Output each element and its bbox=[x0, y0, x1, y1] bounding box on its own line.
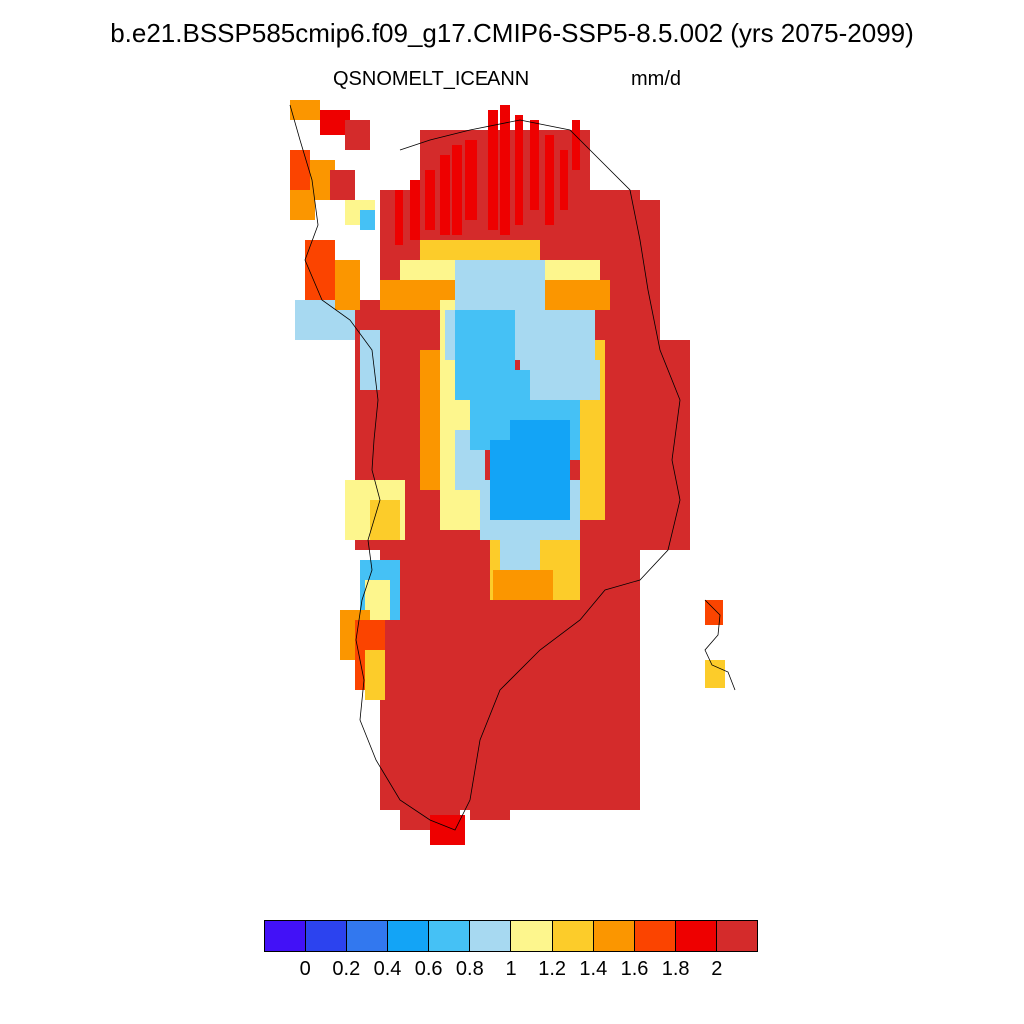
melt-cell bbox=[290, 190, 315, 220]
melt-cell bbox=[335, 260, 360, 310]
colorbar-swatch bbox=[265, 921, 307, 951]
colorbar-swatch bbox=[634, 921, 676, 951]
colorbar-tick-label: 1.8 bbox=[661, 958, 690, 980]
colorbar-swatch bbox=[511, 921, 553, 951]
melt-cell bbox=[640, 340, 690, 550]
melt-cell bbox=[425, 170, 435, 230]
melt-cell bbox=[345, 120, 370, 150]
colorbar-swatch bbox=[388, 921, 430, 951]
melt-cell bbox=[493, 570, 553, 600]
melt-cell bbox=[705, 660, 725, 688]
melt-cell bbox=[465, 140, 477, 220]
colorbar-swatch bbox=[716, 921, 757, 951]
melt-cell bbox=[545, 135, 554, 225]
colorbar-tick-label: 0 bbox=[299, 958, 311, 980]
melt-cell bbox=[360, 210, 375, 230]
melt-cell bbox=[520, 360, 600, 400]
melt-cells bbox=[290, 100, 725, 845]
melt-cell bbox=[488, 110, 498, 230]
melt-cell bbox=[705, 600, 723, 625]
melt-cell bbox=[360, 330, 380, 390]
melt-cell bbox=[500, 105, 510, 235]
colorbar-swatch bbox=[429, 921, 471, 951]
melt-cell bbox=[572, 120, 580, 170]
colorbar-tick-label: 0.2 bbox=[332, 958, 361, 980]
season-label: ANN bbox=[487, 68, 530, 90]
plot-title: b.e21.BSSP585cmip6.f09_g17.CMIP6-SSP5-8.… bbox=[110, 18, 914, 48]
coastline-island bbox=[704, 599, 736, 691]
melt-cell bbox=[452, 145, 462, 235]
melt-cell bbox=[305, 240, 335, 300]
colorbar bbox=[264, 920, 758, 952]
melt-cell bbox=[410, 180, 420, 240]
variable-label: QSNOMELT_ICE bbox=[333, 68, 489, 90]
colorbar-tick-label: 0.6 bbox=[414, 958, 443, 980]
colorbar-tick-label: 0.4 bbox=[373, 958, 402, 980]
coastline bbox=[289, 104, 736, 831]
melt-cell bbox=[420, 350, 440, 490]
melt-cell bbox=[290, 150, 310, 190]
melt-cell bbox=[290, 100, 320, 120]
melt-cell bbox=[500, 540, 540, 570]
melt-cell bbox=[395, 190, 403, 245]
colorbar-swatch bbox=[593, 921, 635, 951]
melt-cell bbox=[560, 150, 568, 210]
colorbar-tick-label: 2 bbox=[711, 958, 723, 980]
melt-cell bbox=[530, 460, 560, 500]
melt-cell bbox=[440, 155, 450, 235]
melt-cell bbox=[470, 700, 510, 820]
coastline-west bbox=[289, 104, 681, 831]
colorbar-swatch bbox=[552, 921, 594, 951]
colorbar-swatch bbox=[306, 921, 348, 951]
colorbar-tick-label: 1 bbox=[505, 958, 517, 980]
melt-cell bbox=[430, 815, 465, 845]
colorbar-swatch bbox=[470, 921, 512, 951]
colorbar-tick-label: 0.8 bbox=[455, 958, 484, 980]
melt-cell bbox=[600, 200, 660, 350]
colorbar-tick-label: 1.2 bbox=[538, 958, 567, 980]
melt-cell bbox=[330, 170, 355, 200]
colorbar-swatch bbox=[347, 921, 389, 951]
colorbar-tick-label: 1.6 bbox=[620, 958, 649, 980]
melt-cell bbox=[365, 650, 385, 700]
colorbar-tick-label: 1.4 bbox=[579, 958, 608, 980]
units-label: mm/d bbox=[631, 68, 681, 90]
colorbar-labels: 0 0.2 0.4 0.6 0.8 1 1.2 1.4 1.6 1.8 2 bbox=[264, 958, 758, 984]
melt-cell bbox=[515, 115, 523, 225]
melt-cell bbox=[370, 500, 400, 540]
colorbar-swatch bbox=[675, 921, 717, 951]
melt-cell bbox=[530, 120, 539, 210]
